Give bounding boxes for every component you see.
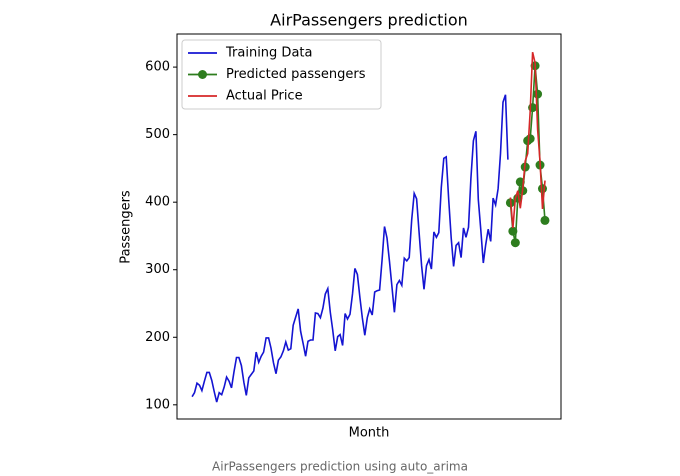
series-line xyxy=(191,94,509,403)
y-tick-label: 200 xyxy=(145,330,170,345)
y-axis-label: Passengers xyxy=(119,190,134,264)
legend-label: Actual Price xyxy=(226,89,303,104)
y-tick-label: 300 xyxy=(145,262,170,277)
y-tick-label: 600 xyxy=(145,60,170,75)
point xyxy=(533,89,543,99)
legend-label: Predicted passengers xyxy=(226,67,366,82)
y-tick-label: 100 xyxy=(145,397,170,412)
legend-marker xyxy=(198,70,207,79)
point xyxy=(525,134,535,144)
y-tick-label: 500 xyxy=(145,127,170,142)
series-line xyxy=(509,52,546,228)
caption: AirPassengers prediction using auto_arim… xyxy=(212,460,468,474)
plot-area xyxy=(176,33,562,420)
point xyxy=(508,226,518,236)
point xyxy=(537,184,547,194)
chart-title: AirPassengers prediction xyxy=(270,11,468,30)
legend-box xyxy=(181,39,382,110)
point xyxy=(510,238,520,248)
x-axis-label: Month xyxy=(349,426,390,441)
legend-label: Training Data xyxy=(225,46,312,61)
y-tick-label: 400 xyxy=(145,195,170,210)
point xyxy=(540,215,550,225)
